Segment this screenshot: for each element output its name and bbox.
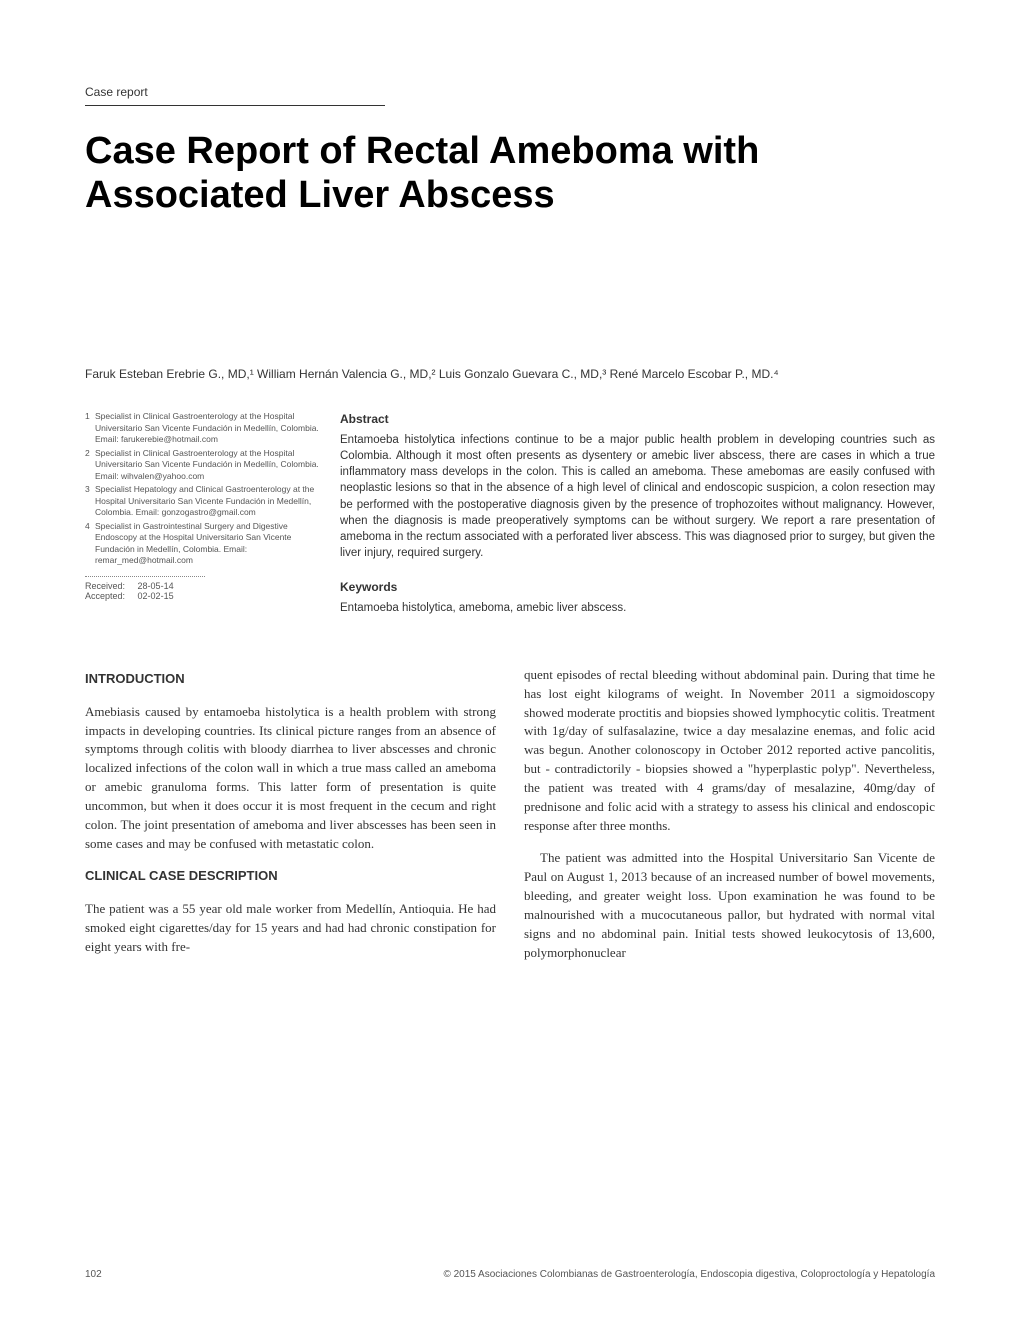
- affiliation-number: 4: [85, 521, 95, 567]
- accepted-label: Accepted:: [85, 591, 125, 601]
- left-meta-column: 1 Specialist in Clinical Gastroenterolog…: [85, 411, 320, 615]
- page-number: 102: [85, 1269, 102, 1280]
- keywords-heading: Keywords: [340, 579, 935, 596]
- dates-block: Received: 28-05-14 Accepted: 02-02-15: [85, 576, 205, 601]
- affiliation-text: Specialist in Gastrointestinal Surgery a…: [95, 521, 320, 567]
- affiliation-number: 1: [85, 411, 95, 445]
- affiliation-number: 3: [85, 484, 95, 518]
- received-label: Received:: [85, 581, 125, 591]
- keywords-text: Entamoeba histolytica, ameboma, amebic l…: [340, 600, 935, 616]
- affiliation-item: 2 Specialist in Clinical Gastroenterolog…: [85, 448, 320, 482]
- affiliation-number: 2: [85, 448, 95, 482]
- section-label: Case report: [85, 85, 385, 106]
- introduction-heading: INTRODUCTION: [85, 670, 496, 689]
- affiliation-item: 4 Specialist in Gastrointestinal Surgery…: [85, 521, 320, 567]
- abstract-text: Entamoeba histolytica infections continu…: [340, 432, 935, 561]
- clinical-heading: CLINICAL CASE DESCRIPTION: [85, 867, 496, 886]
- abstract-column: Abstract Entamoeba histolytica infection…: [340, 411, 935, 615]
- affiliation-item: 1 Specialist in Clinical Gastroenterolog…: [85, 411, 320, 445]
- affiliation-text: Specialist in Clinical Gastroenterology …: [95, 448, 320, 482]
- accepted-value: 02-02-15: [138, 591, 174, 601]
- clinical-paragraph: The patient was admitted into the Hospit…: [524, 849, 935, 962]
- body-columns: INTRODUCTION Amebiasis caused by entamoe…: [85, 666, 935, 963]
- copyright-text: © 2015 Asociaciones Colombianas de Gastr…: [443, 1269, 935, 1280]
- meta-row: 1 Specialist in Clinical Gastroenterolog…: [85, 411, 935, 615]
- received-value: 28-05-14: [138, 581, 174, 591]
- clinical-paragraph: quent episodes of rectal bleeding withou…: [524, 666, 935, 836]
- affiliation-text: Specialist Hepatology and Clinical Gastr…: [95, 484, 320, 518]
- authors-line: Faruk Esteban Erebrie G., MD,¹ William H…: [85, 367, 935, 381]
- introduction-paragraph: Amebiasis caused by entamoeba histolytic…: [85, 703, 496, 854]
- affiliation-text: Specialist in Clinical Gastroenterology …: [95, 411, 320, 445]
- page-footer: 102 © 2015 Asociaciones Colombianas de G…: [85, 1269, 935, 1280]
- left-column: INTRODUCTION Amebiasis caused by entamoe…: [85, 666, 496, 963]
- affiliation-item: 3 Specialist Hepatology and Clinical Gas…: [85, 484, 320, 518]
- affiliations: 1 Specialist in Clinical Gastroenterolog…: [85, 411, 320, 566]
- received-row: Received: 28-05-14: [85, 581, 205, 591]
- accepted-row: Accepted: 02-02-15: [85, 591, 205, 601]
- article-title: Case Report of Rectal Ameboma with Assoc…: [85, 130, 935, 217]
- right-column: quent episodes of rectal bleeding withou…: [524, 666, 935, 963]
- clinical-paragraph: The patient was a 55 year old male worke…: [85, 900, 496, 957]
- abstract-heading: Abstract: [340, 411, 935, 428]
